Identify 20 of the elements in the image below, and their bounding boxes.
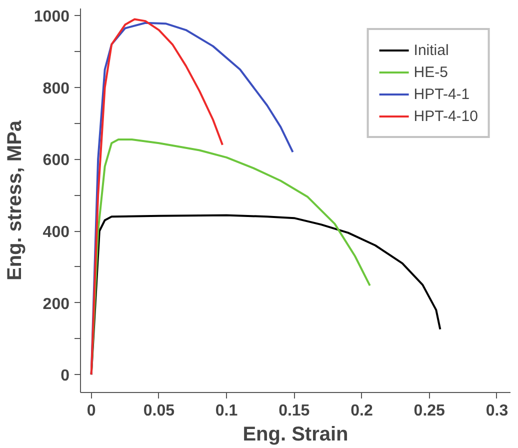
legend-label: Initial [414, 42, 449, 58]
legend-label: HE-5 [414, 64, 448, 80]
y-axis-title: Eng. stress, MPa [4, 120, 26, 281]
y-tick-label: 600 [42, 152, 70, 170]
x-tick-label: 0 [86, 402, 96, 420]
x-tick-label: 0.25 [414, 402, 446, 420]
x-axis-title: Eng. Strain [242, 424, 348, 446]
line-series [90, 18, 224, 376]
x-tick-label: 0.15 [278, 402, 310, 420]
y-tick-label: 0 [60, 368, 70, 385]
legend-label: HPT-4-10 [414, 108, 478, 124]
y-tick-label: 800 [42, 80, 70, 98]
x-tick-label: 0.05 [143, 402, 175, 420]
y-tick-label: 400 [42, 224, 70, 242]
x-tick-label: 0.2 [350, 402, 373, 420]
x-tick-label: 0.3 [486, 402, 508, 420]
legend-label: HPT-4-1 [414, 86, 470, 102]
x-tick-label: 0.1 [215, 402, 238, 420]
y-tick-label: 1000 [34, 8, 70, 26]
y-tick-label: 200 [42, 296, 70, 313]
